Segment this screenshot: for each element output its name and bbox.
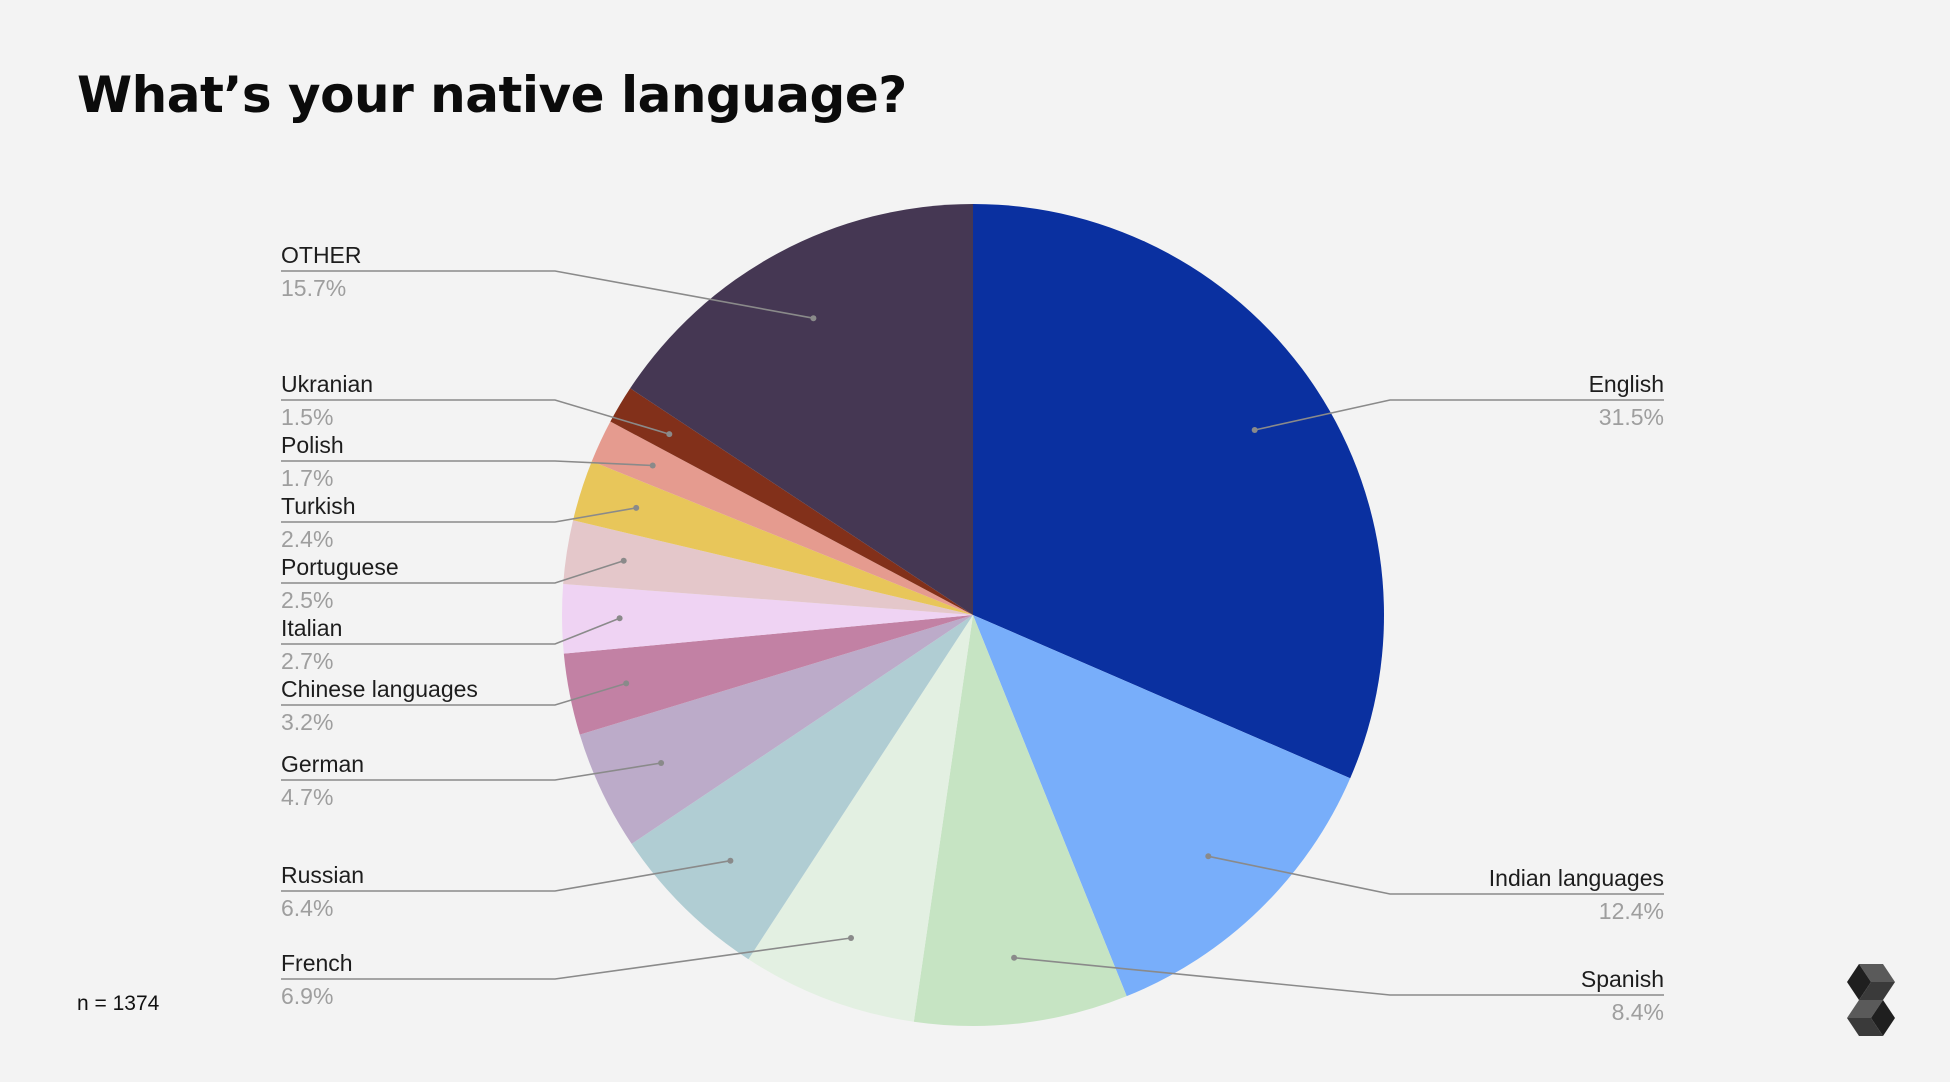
slice-labels: English 31.5% Indian languages 12.4% Spanish… [281, 242, 1664, 1025]
leader-line-german [281, 762, 662, 781]
leader-dot-spanish [1011, 954, 1018, 961]
slice-value-ukranian: 1.5% [281, 404, 333, 430]
slice-label-german: German [281, 751, 364, 777]
leader-dot-polish [649, 462, 656, 469]
leader-line-portuguese [281, 560, 624, 584]
pie-slice-german [579, 615, 973, 844]
sample-size-note: n = 1374 [77, 992, 160, 1015]
slice-label-other: OTHER [281, 242, 362, 268]
pie-slice-portuguese [563, 520, 973, 615]
pie-slice-russian [631, 615, 973, 960]
slice-value-russian: 6.4% [281, 895, 333, 921]
leader-line-italian [281, 617, 620, 645]
slice-value-english: 31.5% [1599, 404, 1664, 430]
slice-label-chinese-languages: Chinese languages [281, 676, 478, 702]
slice-label-turkish: Turkish [281, 493, 356, 519]
leader-dot-portuguese [620, 557, 627, 564]
leader-line-spanish [1014, 957, 1664, 996]
pie-slice-english [973, 204, 1385, 779]
leader-line-indian-languages [1208, 855, 1664, 895]
leader-dot-english [1251, 427, 1258, 433]
slice-value-indian-languages: 12.4% [1599, 898, 1664, 924]
pie-slice-indian-languages [973, 615, 1351, 997]
slice-value-chinese-languages: 3.2% [281, 709, 333, 735]
pie-slice-ukranian [610, 388, 973, 615]
label-leader-lines [281, 270, 1664, 996]
pie-slice-chinese-languages [563, 615, 973, 735]
leader-dot-indian-languages [1205, 853, 1212, 860]
leader-dot-german [658, 760, 665, 766]
slice-value-italian: 2.7% [281, 648, 333, 674]
leader-dot-turkish [633, 504, 640, 511]
slice-label-english: English [1589, 371, 1664, 397]
leader-dot-other [810, 315, 817, 322]
pie-slice-french [748, 615, 973, 1022]
slice-label-polish: Polish [281, 432, 344, 458]
leader-dot-french [848, 935, 854, 941]
slice-value-german: 4.7% [281, 784, 333, 810]
leader-dot-russian [727, 857, 734, 864]
slice-value-spanish: 8.4% [1612, 999, 1664, 1025]
leader-line-french [281, 937, 852, 980]
slice-label-french: French [281, 950, 353, 976]
slice-label-italian: Italian [281, 615, 342, 641]
leader-line-ukranian [281, 399, 670, 435]
leader-line-russian [281, 859, 731, 892]
pie-slice-turkish [573, 461, 973, 615]
pie-slice-other [630, 204, 973, 615]
pie-slice-polish [591, 421, 973, 615]
leader-line-other [281, 270, 814, 319]
slice-label-russian: Russian [281, 862, 364, 888]
brand-logo-icon [1847, 964, 1895, 1036]
leader-line-polish [281, 460, 653, 467]
chart-title: What’s your native language? [77, 66, 907, 124]
pie-slices [561, 204, 1385, 1027]
slice-value-polish: 1.7% [281, 465, 333, 491]
slice-value-portuguese: 2.5% [281, 587, 333, 613]
slice-value-other: 15.7% [281, 275, 346, 301]
slice-label-indian-languages: Indian languages [1489, 865, 1664, 891]
slice-label-portuguese: Portuguese [281, 554, 399, 580]
pie-slice-spanish [913, 615, 1127, 1027]
leader-dot-chinese-languages [623, 680, 630, 687]
leader-dot-italian [616, 615, 623, 622]
slice-value-french: 6.9% [281, 983, 333, 1009]
pie-slice-italian [561, 584, 973, 654]
slice-value-turkish: 2.4% [281, 526, 333, 552]
leader-line-english [1254, 399, 1664, 431]
slice-label-spanish: Spanish [1581, 966, 1664, 992]
leader-line-turkish [281, 507, 637, 523]
slice-label-ukranian: Ukranian [281, 371, 373, 397]
leader-line-chinese-languages [281, 682, 627, 706]
leader-dot-ukranian [666, 431, 673, 438]
